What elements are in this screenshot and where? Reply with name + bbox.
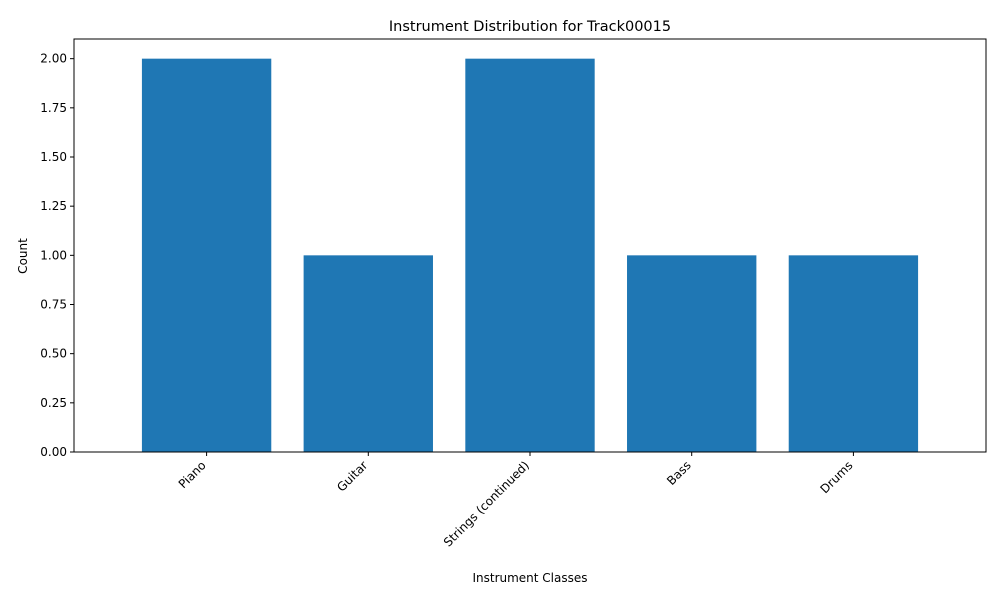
plot-area: 0.00 0.25 0.50 0.75 1.00 1.25 1.50 1.75 2.00 Pian… bbox=[40, 38, 987, 549]
bar-piano bbox=[141, 58, 272, 453]
y-tick-label: 0.00 bbox=[40, 445, 67, 459]
y-tick-label: 0.75 bbox=[40, 298, 67, 312]
bar-guitar bbox=[303, 255, 433, 452]
y-tick-label: 1.75 bbox=[40, 101, 67, 115]
x-tick-label: Piano bbox=[176, 458, 209, 491]
x-axis-label: Instrument Classes bbox=[472, 571, 587, 585]
y-tick-label: 0.25 bbox=[40, 396, 67, 410]
plot-frame bbox=[73, 38, 987, 453]
x-tick-label: Guitar bbox=[334, 458, 370, 494]
bar-drums bbox=[788, 255, 919, 452]
y-tick-label: 1.00 bbox=[40, 248, 67, 262]
y-tick-label: 2.00 bbox=[40, 52, 67, 66]
bar-bass bbox=[627, 255, 757, 452]
y-tick-label: 0.50 bbox=[40, 347, 67, 361]
x-tick-label: Drums bbox=[818, 458, 856, 496]
y-axis-label: Count bbox=[16, 238, 30, 274]
x-tick-label: Strings (continued) bbox=[441, 458, 532, 549]
x-tick-label: Bass bbox=[664, 458, 694, 488]
y-tick-label: 1.50 bbox=[40, 150, 67, 164]
chart-title: Instrument Distribution for Track00015 bbox=[389, 19, 671, 35]
y-tick-label: 1.25 bbox=[40, 199, 67, 213]
bar-strings-continued bbox=[465, 58, 595, 453]
